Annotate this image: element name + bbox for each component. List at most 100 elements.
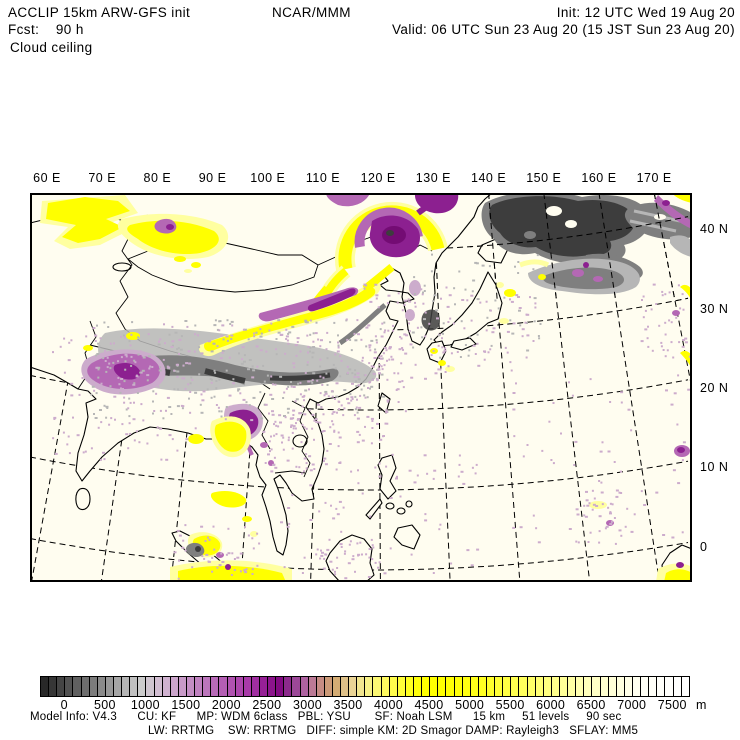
cloud-sumatra [170, 532, 292, 582]
borneo [325, 534, 375, 582]
speckle-scs [280, 453, 480, 580]
colorbar-cell [397, 677, 406, 696]
colorbar-unit: m [696, 698, 707, 712]
cloud-yellow-plateau-rim [198, 263, 395, 357]
lat-label: 0 [700, 540, 708, 554]
cloud-gray-arc-east-japan [528, 258, 640, 295]
model-title: ACCLIP 15km ARW-GFS init [8, 5, 191, 20]
map-border [30, 193, 692, 582]
luzon [377, 454, 397, 500]
graticule-overlay [470, 193, 689, 301]
colorbar-cell [292, 677, 301, 696]
colorbar-cell [186, 677, 196, 696]
colorbar-cell [381, 677, 390, 696]
colorbar-cell [324, 677, 333, 696]
colorbar-cell [665, 677, 674, 696]
center-name: NCAR/MMM [272, 5, 351, 20]
colorbar-cell [284, 677, 293, 696]
speckle-korea-japan [411, 253, 542, 359]
model-info-line1: Model Info: V4.3 CU: KF MP: WDM 6class P… [30, 711, 622, 723]
colorbar-cell [170, 677, 179, 696]
cloud-yellow-indochina [188, 416, 258, 537]
colorbar-cell [122, 677, 131, 696]
colorbar-cell [89, 677, 98, 696]
visayas-2 [396, 507, 406, 515]
colorbar-cell [349, 677, 358, 696]
speckle-indochina [262, 393, 342, 473]
colorbar-cell [641, 677, 650, 696]
colorbar-tick: 5500 [495, 698, 525, 712]
speckle-sechina [270, 318, 413, 445]
colorbar-cell [389, 677, 398, 696]
lon-label: 150 E [526, 171, 562, 185]
valid-time: Valid: 06 UTC Sun 23 Aug 20 (15 JST Sun … [392, 22, 735, 37]
colorbar-cell [57, 677, 66, 696]
speckle-japan-violet [441, 294, 537, 373]
colorbar-cell [41, 677, 50, 696]
colorbar-cell [81, 677, 90, 696]
forecast-map [30, 193, 692, 582]
colorbar-cell [649, 677, 658, 696]
mindanao [393, 524, 421, 550]
colorbar-tick: 2000 [211, 698, 241, 712]
colorbar-cell [195, 677, 204, 696]
colorbar-cell [268, 677, 277, 696]
speckle-borneo [320, 538, 381, 578]
speckle-sumatra [173, 524, 261, 580]
colorbar-cell [73, 677, 82, 696]
colorbar-cell [138, 677, 147, 696]
colorbar-cell [332, 677, 342, 696]
lon-label: 170 E [636, 171, 672, 185]
field-name: Cloud ceiling [10, 40, 93, 55]
colorbar-cell [584, 677, 593, 696]
colorbar-cell [487, 677, 496, 696]
honshu [433, 271, 503, 347]
colorbar-cell [462, 677, 471, 696]
colorbar-cell [227, 677, 236, 696]
colorbar-cell [365, 677, 374, 696]
colorbar-cell [519, 677, 528, 696]
colorbar-cell [592, 677, 601, 696]
colorbar-tick: 7000 [617, 698, 647, 712]
lon-label: 160 E [581, 171, 617, 185]
visayas-1 [385, 502, 395, 510]
colorbar-cell [527, 677, 536, 696]
colorbar-cell [308, 677, 317, 696]
colorbar-cell [624, 677, 633, 696]
colorbar-tick: 6500 [576, 698, 606, 712]
colorbar-cell [478, 677, 488, 696]
model-info-line2: LW: RRTMG SW: RRTMG DIFF: simple KM: 2D … [148, 725, 639, 737]
visayas-3 [405, 500, 413, 508]
colorbar-cell [251, 677, 260, 696]
speckle-pacific [512, 374, 691, 544]
colorbar-tick: 3500 [333, 698, 363, 712]
colorbar-cell [632, 677, 642, 696]
speckle-right-edge [640, 283, 692, 359]
colorbar-cell [178, 677, 187, 696]
colorbar-cell [65, 677, 74, 696]
colorbar-cell [495, 677, 504, 696]
colorbar-cell [616, 677, 625, 696]
colorbar-cell [551, 677, 560, 696]
lat-label: 30 N [700, 302, 729, 316]
cloud-yellow-northwest [40, 195, 138, 249]
colorbar-cell [130, 677, 139, 696]
colorbar-cell [219, 677, 228, 696]
colorbar-tick: 1000 [130, 698, 160, 712]
init-time: Init: 12 UTC Wed 19 Aug 20 [556, 5, 735, 20]
colorbar-cell [49, 677, 58, 696]
colorbar-cell [600, 677, 609, 696]
speckle-india [52, 333, 190, 461]
colorbar-tick: 1500 [171, 698, 201, 712]
colorbar-cell [113, 677, 123, 696]
palawan [365, 498, 383, 520]
colorbar-tick: 5000 [455, 698, 485, 712]
colorbar-tick: 0 [60, 698, 68, 712]
colorbar-cell [535, 677, 544, 696]
sri-lanka [75, 487, 91, 511]
colorbar-cell [470, 677, 479, 696]
colorbar-cell [657, 677, 666, 696]
speckle-tibet-violet [92, 323, 392, 430]
colorbar-cell [430, 677, 439, 696]
